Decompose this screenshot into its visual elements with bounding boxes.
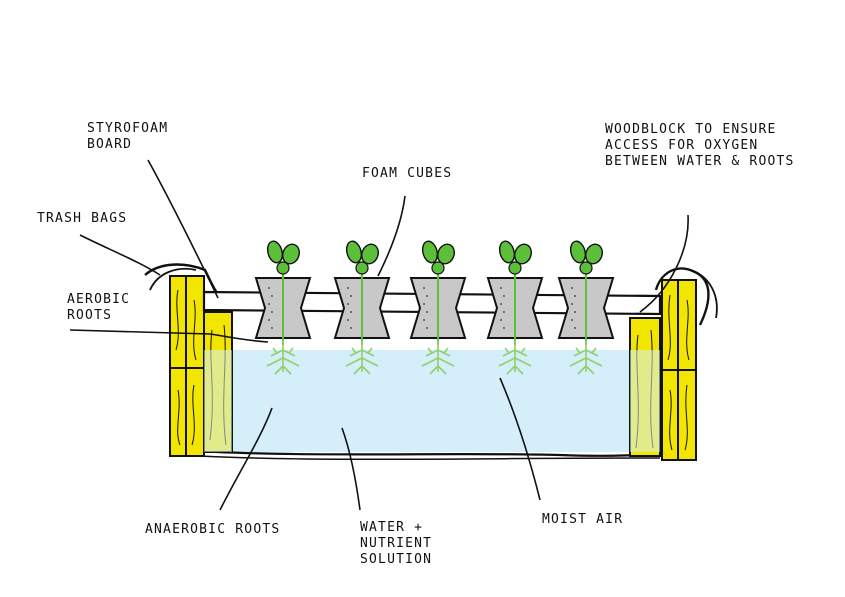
- leaf-base-5: [579, 261, 593, 275]
- leaf-left-3: [421, 240, 439, 264]
- water-solution-area: [205, 350, 632, 452]
- leaf-left-5: [569, 240, 587, 264]
- leaf-base-1: [276, 261, 290, 275]
- foam-speckle-4-4: [500, 319, 502, 321]
- foam-speckle-2-0: [347, 287, 349, 289]
- foam-speckle-5-4: [571, 319, 573, 321]
- trash-bags-label: TRASH BAGS: [37, 211, 128, 226]
- woodblock-label-line-1: WOODBLOCK TO ENSURE: [605, 122, 777, 137]
- foam-speckle-3-2: [423, 303, 425, 305]
- container-bottom-2: [199, 455, 661, 461]
- water-overlay-right: [630, 350, 660, 452]
- foam-speckle-4-3: [503, 311, 505, 313]
- leaf-left-4: [498, 240, 516, 264]
- leaf-left-2: [345, 240, 363, 264]
- left-wood-blocks: [169, 275, 205, 457]
- water-nutrient-label: WATER + NUTRIENT SOLUTION: [360, 520, 432, 568]
- woodblock-label-line-2: ACCESS FOR OXYGEN: [605, 138, 759, 153]
- foam-speckle-1-0: [268, 287, 270, 289]
- water-overlay-left: [204, 350, 232, 452]
- trash-bag-right-b: [689, 269, 718, 319]
- leaf-base-2: [355, 261, 369, 275]
- foam-cubes-label: FOAM CUBES: [362, 166, 453, 181]
- foam-speckle-2-4: [347, 319, 349, 321]
- roots-3: [421, 340, 455, 375]
- leaf-left-1: [266, 240, 284, 264]
- foam-speckle-4-2: [500, 303, 502, 305]
- foam-speckle-5-2: [571, 303, 573, 305]
- foam-speckle-1-1: [271, 295, 273, 297]
- foam-speckle-5-1: [574, 295, 576, 297]
- roots-4: [498, 340, 532, 375]
- trash-bag-left-b: [149, 268, 197, 291]
- foam-speckle-3-1: [426, 295, 428, 297]
- aerobic-roots-label: AEROBIC ROOTS: [67, 292, 130, 324]
- leaf-base-3: [431, 261, 445, 275]
- foam-speckle-1-5: [271, 327, 273, 329]
- foam-speckle-3-0: [423, 287, 425, 289]
- styrofoam-board-label: STYROFOAM BOARD: [87, 121, 168, 153]
- woodblock-label-line-3: BETWEEN WATER & ROOTS: [605, 154, 795, 169]
- styrofoam-label-line-2: BOARD: [87, 137, 133, 152]
- foam-speckle-1-4: [268, 319, 270, 321]
- aerobic-label-line-1: AEROBIC: [67, 292, 131, 307]
- water-label-line-2: NUTRIENT: [360, 536, 433, 551]
- woodblock-label: WOODBLOCK TO ENSURE ACCESS FOR OXYGEN BE…: [605, 122, 795, 170]
- moist-air-label: MOIST AIR: [542, 512, 624, 527]
- foam-speckle-4-0: [500, 287, 502, 289]
- roots-5: [569, 340, 603, 375]
- roots-2: [345, 340, 379, 375]
- water-label-line-1: WATER +: [360, 520, 424, 535]
- aerobic-label-line-2: ROOTS: [67, 308, 113, 323]
- foam-speckle-4-5: [503, 327, 505, 329]
- foam-speckle-4-1: [503, 295, 505, 297]
- right-wood-blocks: [661, 279, 697, 461]
- foam-speckle-5-3: [574, 311, 576, 313]
- foam-speckle-3-5: [426, 327, 428, 329]
- foam-speckle-3-3: [426, 311, 428, 313]
- water-label-line-3: SOLUTION: [360, 552, 433, 567]
- anaerobic-roots-label: ANAEROBIC ROOTS: [145, 522, 281, 537]
- foam-speckle-2-1: [350, 295, 352, 297]
- foam-speckle-1-3: [271, 311, 273, 313]
- foam-speckle-1-2: [268, 303, 270, 305]
- plant-row: [254, 240, 615, 375]
- foam-speckle-5-5: [574, 327, 576, 329]
- roots-1: [266, 340, 300, 375]
- foam-speckle-5-0: [571, 287, 573, 289]
- foam-speckle-3-4: [423, 319, 425, 321]
- foam-speckle-2-3: [350, 311, 352, 313]
- foam-speckle-2-5: [350, 327, 352, 329]
- styrofoam-label-line-1: STYROFOAM: [87, 121, 169, 136]
- foam-speckle-2-2: [347, 303, 349, 305]
- leader-lines: [69, 159, 689, 511]
- leaf-base-4: [508, 261, 522, 275]
